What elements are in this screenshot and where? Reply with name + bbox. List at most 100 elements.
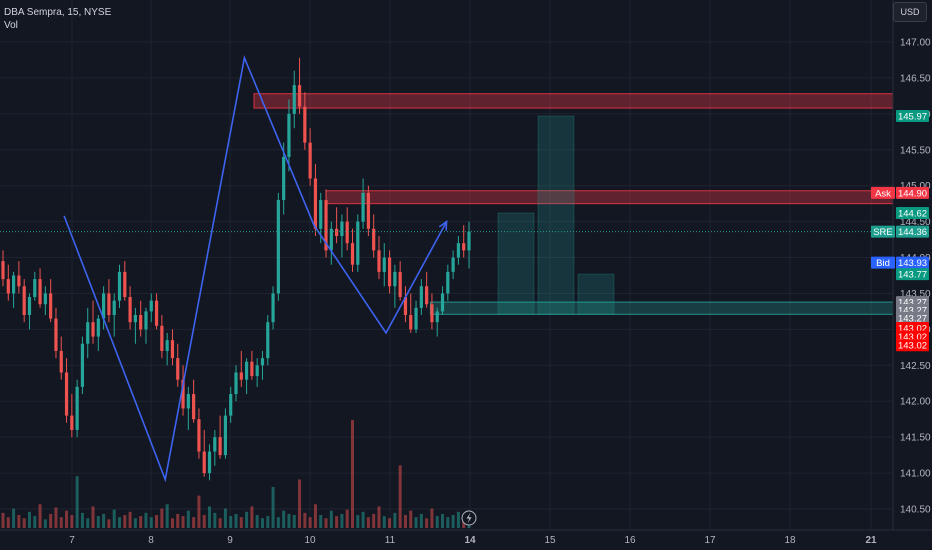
candle (271, 286, 275, 330)
price-tick-label: 143.50 (900, 289, 931, 300)
volume-bar (54, 507, 58, 528)
price-tag: 145.97 (896, 110, 929, 123)
candle (213, 429, 217, 466)
candle (287, 99, 291, 172)
candle (123, 261, 127, 301)
candle (282, 142, 286, 215)
volume-bar (38, 504, 42, 528)
candle (218, 415, 222, 459)
candle (446, 264, 450, 301)
price-tag: 143.27 (896, 311, 929, 324)
candle (467, 221, 471, 269)
candle (340, 214, 344, 258)
candle (80, 336, 85, 395)
volume-bar (398, 465, 402, 528)
candle (350, 228, 355, 272)
volume-bar (446, 517, 450, 528)
candle (229, 386, 233, 423)
price-tag: 143.93 Bid (871, 256, 929, 269)
volume-bar (86, 518, 90, 528)
volume-bar (17, 515, 21, 528)
volume-bar (112, 509, 116, 528)
volume-bar (202, 515, 206, 528)
candle (260, 350, 265, 380)
time-tick-label: 8 (148, 535, 154, 546)
candle (313, 164, 318, 236)
time-tick-label: 11 (385, 535, 396, 546)
candle (112, 293, 116, 337)
price-tag-value: 145.97 (898, 112, 927, 123)
volume-bar (65, 510, 69, 528)
currency-button[interactable]: USD (893, 2, 927, 22)
candle (38, 268, 42, 308)
candle (33, 271, 37, 301)
candle (165, 332, 169, 366)
candle (43, 286, 47, 316)
candle (372, 214, 376, 258)
volume-bar (260, 518, 264, 528)
price-tick-label: 147.00 (900, 38, 931, 49)
zone-supply-upper[interactable] (253, 93, 894, 109)
volume-bar (70, 515, 74, 528)
candle (22, 279, 26, 323)
zigzag-path[interactable] (63, 55, 448, 483)
volume-bar (80, 512, 84, 528)
volume-bar (409, 510, 413, 528)
projection-bar[interactable] (537, 115, 575, 315)
volume-bar (133, 518, 137, 528)
candle (356, 214, 360, 272)
time-tick-label: 15 (544, 535, 556, 546)
volume-bar (197, 495, 201, 528)
price-tag-value: 144.90 (898, 188, 927, 199)
projection-bar[interactable] (497, 212, 535, 315)
zone-supply-lower[interactable] (325, 190, 894, 205)
candle (425, 271, 429, 308)
candle (102, 286, 106, 330)
price-tag: 143.77 (896, 268, 929, 281)
volume-bar (6, 517, 10, 528)
candle (207, 444, 212, 481)
volume-bar (419, 513, 423, 528)
volume-indicator-label[interactable]: Vol (4, 20, 18, 31)
price-tag-value: 143.27 (898, 305, 927, 316)
price-tag-value: 144.36 (898, 227, 927, 238)
symbol-title[interactable]: DBA Sempra, 15, NYSE (4, 7, 112, 18)
volume-bar (192, 517, 196, 528)
volume-bar (366, 517, 370, 528)
price-tag: 144.62 (896, 206, 929, 219)
volume-bar (75, 476, 79, 528)
volume-bar (414, 517, 418, 528)
candle (266, 315, 270, 366)
volume-bar (340, 513, 344, 528)
volume-bar (91, 506, 95, 528)
candle (6, 264, 10, 301)
volume-bar (239, 517, 243, 528)
candle (377, 235, 381, 280)
candle (96, 315, 100, 351)
volume-bar (451, 515, 455, 528)
volume-bar (271, 486, 275, 528)
price-tag: 144.36 SRE (871, 225, 929, 238)
volume-bar (335, 516, 339, 528)
replay-icon[interactable] (461, 510, 477, 526)
price-tick-label: 140.50 (900, 505, 931, 516)
price-tag-value: 143.02 (898, 332, 927, 343)
candle (234, 365, 238, 402)
volume-bar (393, 512, 397, 528)
candle (49, 279, 53, 323)
projection-bars (497, 115, 615, 315)
candle (149, 293, 153, 323)
volume-bar (139, 516, 143, 528)
candle (86, 307, 90, 359)
candle (366, 185, 370, 236)
candle (1, 250, 5, 287)
volume-bar (160, 508, 164, 528)
projection-bar[interactable] (577, 273, 615, 315)
candle (197, 408, 201, 459)
time-scale[interactable]: 7 8 9 10 11 14 15 16 17 18 21 (69, 535, 877, 546)
volume-bar (298, 479, 302, 528)
volume-bar (245, 511, 249, 528)
candle (154, 293, 159, 330)
